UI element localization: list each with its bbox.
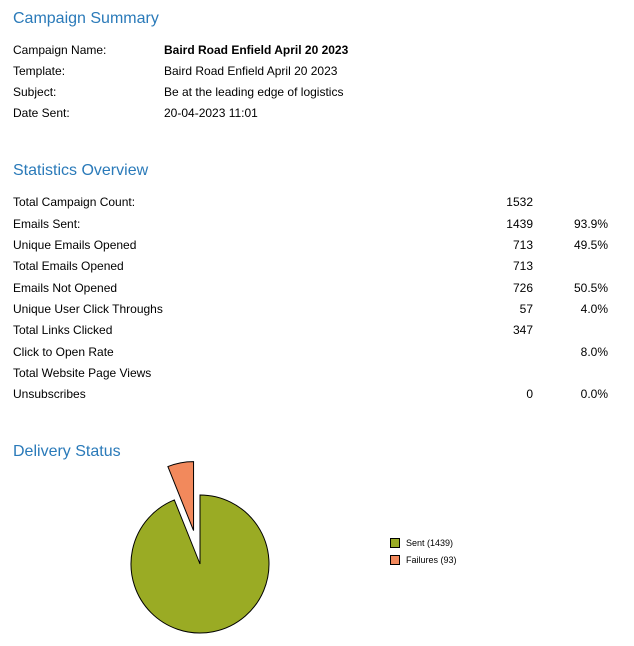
stat-count: 726 (512, 281, 533, 295)
delivery-pie-chart (130, 461, 270, 634)
legend-swatch-failures (390, 555, 400, 565)
stat-count: 57 (519, 302, 533, 316)
subject-label: Subject: (13, 85, 57, 99)
stat-count: 713 (512, 238, 533, 252)
campaign-name-label: Campaign Name: (13, 43, 107, 57)
stat-percent: 0.0% (580, 387, 608, 401)
campaign-name-row: Campaign Name: Baird Road Enfield April … (0, 42, 634, 58)
pie-slice-sent (130, 494, 270, 634)
stat-percent: 50.5% (573, 281, 608, 295)
campaign-summary-title: Campaign Summary (13, 10, 159, 27)
legend-label-sent: Sent (1439) (406, 538, 454, 548)
stat-label: Emails Not Opened (13, 281, 118, 295)
date-sent-row: Date Sent: 20-04-2023 11:01 (0, 105, 634, 121)
stat-row: Total Emails Opened 713 (0, 258, 634, 274)
stat-count: 347 (512, 323, 533, 337)
pie-slice-failures (167, 461, 195, 531)
stat-percent: 93.9% (573, 217, 608, 231)
statistics-overview-title: Statistics Overview (13, 162, 149, 179)
subject-value: Be at the leading edge of logistics (164, 85, 344, 99)
stat-row: Emails Sent: 1439 93.9% (0, 216, 634, 232)
stat-row: Click to Open Rate 8.0% (0, 344, 634, 360)
date-sent-value: 20-04-2023 11:01 (164, 106, 258, 120)
stat-count: 0 (526, 387, 533, 401)
stat-row: Total Website Page Views (0, 365, 634, 381)
legend-label-failures: Failures (93) (406, 555, 457, 565)
stat-percent: 8.0% (580, 345, 608, 359)
date-sent-label: Date Sent: (13, 106, 70, 120)
stat-row: Total Links Clicked 347 (0, 322, 634, 338)
template-label: Template: (13, 64, 66, 78)
delivery-status-title: Delivery Status (13, 443, 121, 460)
stat-row: Unique User Click Throughs 57 4.0% (0, 301, 634, 317)
stat-label: Unsubscribes (13, 387, 86, 401)
template-row: Template: Baird Road Enfield April 20 20… (0, 63, 634, 79)
stat-row: Unsubscribes 0 0.0% (0, 386, 634, 402)
stat-label: Unique User Click Throughs (13, 302, 163, 316)
stat-label: Emails Sent: (13, 217, 81, 231)
stat-label: Total Campaign Count: (13, 195, 136, 209)
stat-row: Total Campaign Count: 1532 (0, 194, 634, 210)
campaign-name-value: Baird Road Enfield April 20 2023 (164, 43, 349, 57)
stat-row: Unique Emails Opened 713 49.5% (0, 237, 634, 253)
legend-swatch-sent (390, 538, 400, 548)
stat-percent: 4.0% (580, 302, 608, 316)
stat-count: 713 (512, 259, 533, 273)
subject-row: Subject: Be at the leading edge of logis… (0, 84, 634, 100)
stat-label: Total Website Page Views (13, 366, 152, 380)
stat-label: Total Emails Opened (13, 259, 124, 273)
stat-percent: 49.5% (573, 238, 608, 252)
stat-count: 1439 (506, 217, 533, 231)
template-value: Baird Road Enfield April 20 2023 (164, 64, 338, 78)
stat-label: Total Links Clicked (13, 323, 113, 337)
stat-row: Emails Not Opened 726 50.5% (0, 280, 634, 296)
stat-count: 1532 (506, 195, 533, 209)
stat-label: Click to Open Rate (13, 345, 114, 359)
stat-label: Unique Emails Opened (13, 238, 137, 252)
